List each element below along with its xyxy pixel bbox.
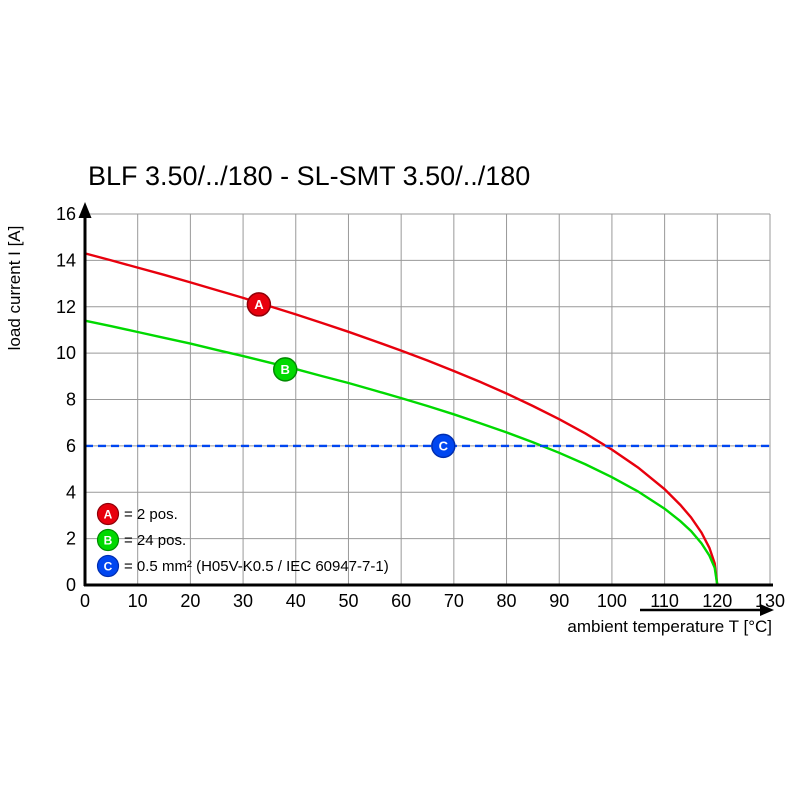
x-tick-label: 30 bbox=[233, 591, 253, 611]
x-axis-arrow bbox=[760, 604, 774, 616]
legend-layer: A = 2 pos. B = 24 pos. C = 0.5 mm² (H05V-K0.5… bbox=[96, 502, 389, 578]
x-tick-label: 110 bbox=[650, 591, 679, 611]
y-axis-arrow bbox=[78, 202, 92, 218]
grid-layer: 0 10 20 30 40 50 60 70 80 90 100 110 120 130 0 2 4 6 8 10 12… bbox=[56, 204, 785, 611]
marker-circle-C bbox=[431, 433, 456, 459]
x-tick-label: 40 bbox=[286, 591, 306, 611]
legend-letter-A: A bbox=[104, 508, 113, 522]
marker-letter-C: C bbox=[439, 438, 449, 453]
marker-letter-A: A bbox=[254, 297, 264, 312]
x-tick-label: 80 bbox=[497, 591, 517, 611]
legend-item-B: B = 24 pos. bbox=[96, 528, 186, 552]
series-layer: ABC bbox=[84, 252, 770, 586]
x-tick-label: 100 bbox=[597, 591, 627, 611]
legend-letter-B: B bbox=[104, 534, 113, 548]
x-tick-label: 120 bbox=[702, 591, 732, 611]
legend-item-C: C = 0.5 mm² (H05V-K0.5 / IEC 60947-7-1) bbox=[96, 554, 389, 578]
legend-letter-C: C bbox=[104, 560, 113, 574]
x-tick-label: 10 bbox=[128, 591, 148, 611]
curve-B bbox=[84, 319, 719, 586]
y-tick-label: 8 bbox=[66, 390, 76, 410]
marker-letter-B: B bbox=[281, 362, 290, 377]
marker-C: C bbox=[431, 433, 456, 459]
x-axis-label: ambient temperature T [°C] bbox=[567, 617, 772, 636]
y-tick-label: 14 bbox=[56, 250, 76, 270]
x-tick-label: 130 bbox=[755, 591, 785, 611]
y-tick-label: 4 bbox=[66, 482, 76, 502]
marker-circle-B bbox=[272, 357, 298, 382]
legend-marker-B bbox=[96, 528, 120, 552]
curve-A bbox=[84, 252, 719, 586]
legend-label-C: = 0.5 mm² (H05V-K0.5 / IEC 60947-7-1) bbox=[124, 558, 389, 575]
x-tick-label: 70 bbox=[444, 591, 464, 611]
marker-B: B bbox=[272, 357, 298, 382]
marker-A: A bbox=[246, 292, 272, 317]
x-tick-label: 20 bbox=[180, 591, 200, 611]
legend-label-A: = 2 pos. bbox=[124, 506, 178, 523]
x-tick-label: 50 bbox=[338, 591, 358, 611]
x-tick-label: 60 bbox=[391, 591, 411, 611]
y-tick-label: 0 bbox=[66, 575, 76, 595]
x-tick-label: 90 bbox=[549, 591, 569, 611]
y-tick-label: 10 bbox=[56, 343, 76, 363]
y-axis-label: load current I [A] bbox=[5, 226, 24, 351]
legend-marker-A bbox=[96, 502, 120, 526]
chart-title: BLF 3.50/../180 - SL-SMT 3.50/../180 bbox=[88, 161, 531, 191]
y-tick-label: 16 bbox=[56, 204, 76, 224]
y-tick-label: 12 bbox=[56, 297, 76, 317]
marker-circle-A bbox=[246, 292, 272, 317]
legend-marker-C bbox=[96, 554, 120, 578]
axes-layer bbox=[78, 202, 774, 616]
legend-label-B: = 24 pos. bbox=[124, 532, 186, 549]
y-tick-label: 6 bbox=[66, 436, 76, 456]
legend-item-A: A = 2 pos. bbox=[96, 502, 178, 526]
y-tick-label: 2 bbox=[66, 529, 76, 549]
x-tick-label: 0 bbox=[80, 591, 90, 611]
